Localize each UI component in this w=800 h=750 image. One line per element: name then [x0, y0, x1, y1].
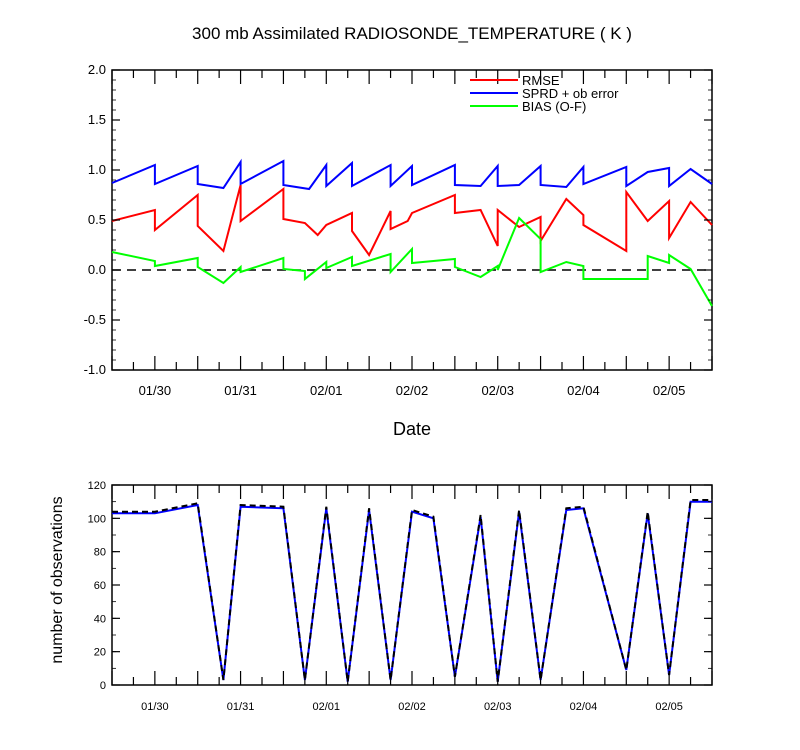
series-line-bias-o-f [111, 216, 713, 307]
y-axis-label-observations: number of observations [49, 496, 66, 663]
x-tick-label: 02/03 [484, 701, 512, 713]
y-tick-label: 100 [88, 513, 106, 525]
series-line-rmse [111, 184, 713, 257]
y-tick-label: 80 [94, 547, 106, 559]
y-tick-label: 120 [88, 480, 106, 492]
x-tick-label: 01/30 [141, 701, 169, 713]
y-tick-label: 20 [94, 647, 106, 659]
chart-title: 300 mb Assimilated RADIOSONDE_TEMPERATUR… [192, 24, 632, 43]
x-tick-label: 02/05 [655, 701, 683, 713]
bottom-y-axis: 0 20 40 60 80 100 120 [88, 480, 712, 692]
x-tick-label: 02/04 [570, 701, 598, 713]
y-tick-label: -0.5 [84, 312, 106, 327]
legend-label: BIAS (O-F) [522, 99, 586, 114]
y-tick-label: 60 [94, 580, 106, 592]
x-tick-label: 02/04 [567, 383, 600, 398]
x-tick-label: 02/02 [398, 701, 426, 713]
x-tick-label: 01/31 [224, 383, 257, 398]
bottom-x-axis: 01/30 01/31 02/01 02/02 02/03 02/04 02/05 [111, 485, 713, 713]
bottom-series-group [112, 499, 712, 682]
x-tick-label: 02/02 [396, 383, 429, 398]
y-tick-label: 1.5 [88, 112, 106, 127]
legend-label: SPRD + ob error [522, 86, 619, 101]
y-tick-label: 0.0 [88, 262, 106, 277]
x-axis-label: Date [393, 419, 431, 439]
x-tick-label: 02/01 [310, 383, 343, 398]
x-tick-label: 01/30 [139, 383, 172, 398]
x-tick-label: 02/05 [653, 383, 686, 398]
top-series-group [111, 158, 713, 307]
y-tick-label: 1.0 [88, 162, 106, 177]
top-y-axis: -1.0 -0.5 0.0 0.5 1.0 1.5 2.0 [84, 62, 712, 377]
y-tick-label: -1.0 [84, 362, 106, 377]
x-tick-label: 02/01 [313, 701, 341, 713]
y-tick-label: 0.5 [88, 212, 106, 227]
x-tick-label: 01/31 [227, 701, 255, 713]
series-line-sprd-ob-error [111, 158, 713, 191]
top-plot-frame [111, 69, 713, 371]
y-tick-label: 2.0 [88, 62, 106, 77]
y-tick-label: 40 [94, 613, 106, 625]
legend-label: RMSE [522, 73, 560, 88]
y-tick-label: 0 [100, 680, 106, 692]
x-tick-label: 02/03 [481, 383, 514, 398]
obs-series-total-observations [112, 499, 712, 682]
top-x-axis: 01/30 01/31 02/01 02/02 02/03 02/04 02/05 [111, 70, 713, 398]
